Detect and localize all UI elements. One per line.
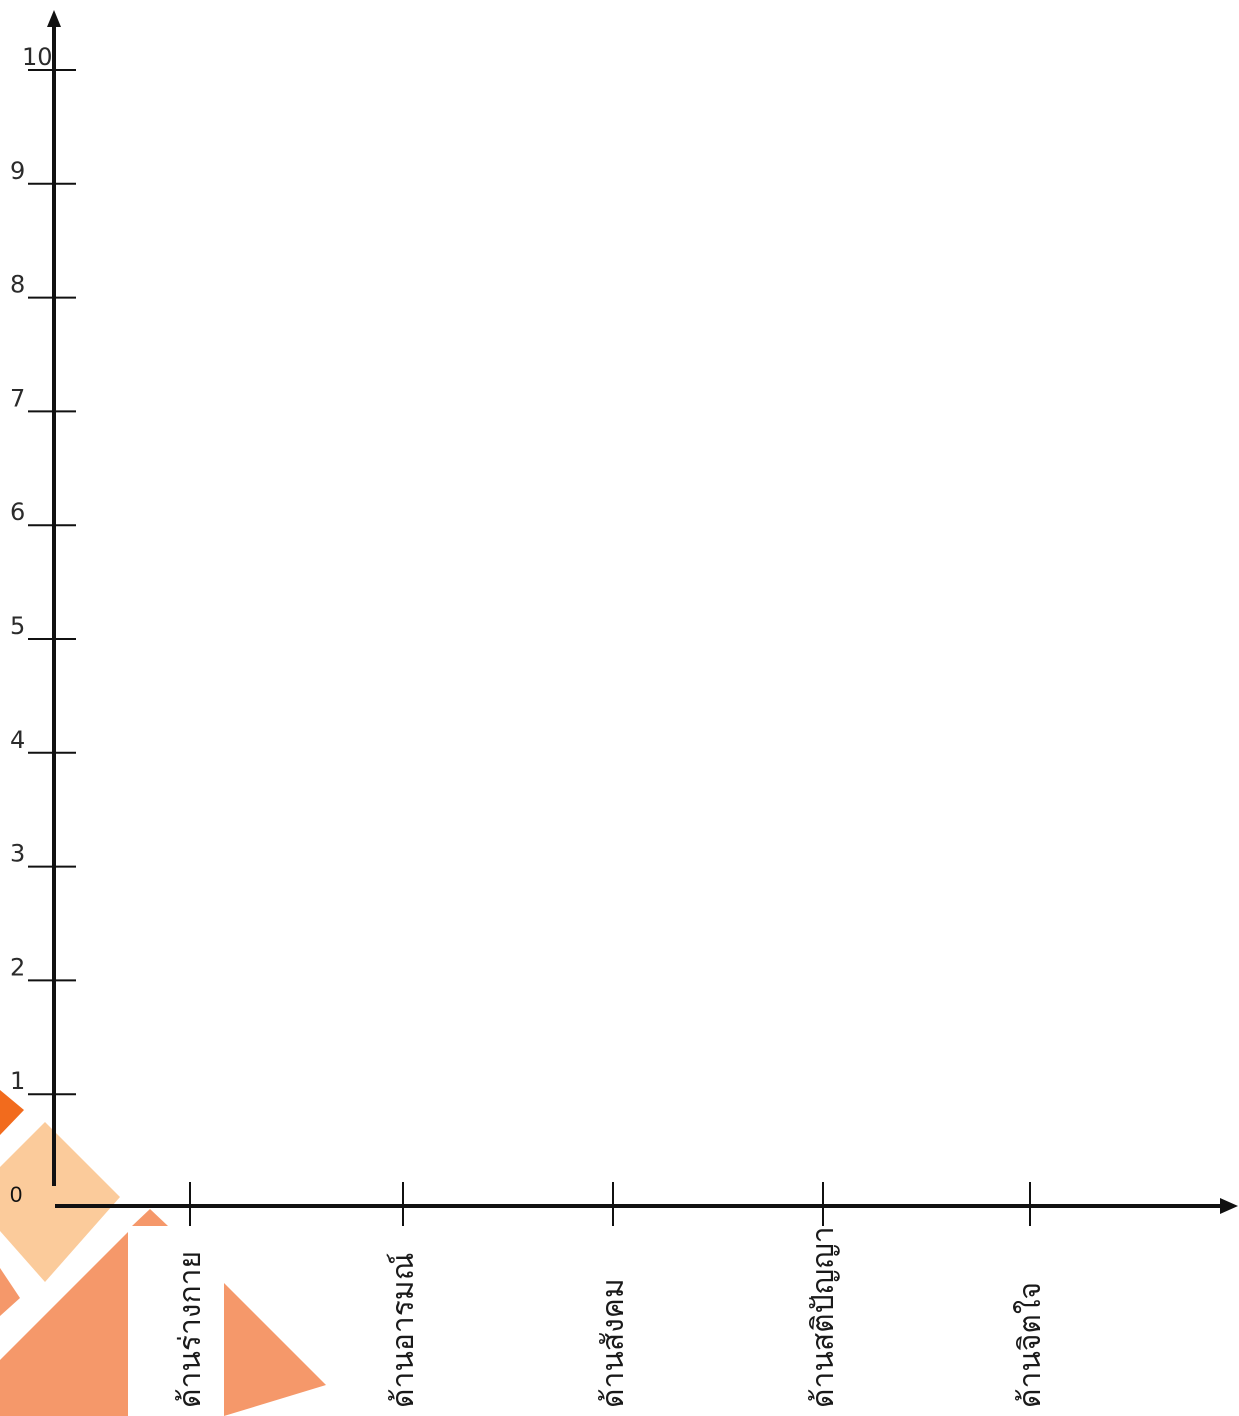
deco-dark-triangle <box>0 1090 24 1135</box>
y-tick-label: 2 <box>10 953 25 981</box>
y-tick-label: 4 <box>10 726 25 754</box>
x-axis-arrow-icon <box>1220 1198 1238 1214</box>
y-ticks: 10 9 8 7 6 5 4 3 2 1 <box>10 43 76 1096</box>
origin-label: 0 <box>10 1182 22 1207</box>
deco-left-triangle <box>0 1268 20 1316</box>
decorative-shapes <box>0 1090 326 1416</box>
deco-large-triangle <box>0 1232 128 1416</box>
y-axis-arrow-icon <box>47 10 61 27</box>
y-tick-label: 1 <box>10 1067 25 1095</box>
deco-light-diamond <box>0 1122 120 1282</box>
y-tick-label: 10 <box>22 43 53 71</box>
y-tick-label: 8 <box>10 271 25 299</box>
axes <box>47 10 1238 1214</box>
x-category-label: ด้านร่างกาย <box>173 1251 208 1408</box>
x-ticks: ด้านร่างกาย ด้านอารมณ์ ด้านสังคม ด้านสติปัญ… <box>173 1182 1048 1408</box>
y-tick-label: 3 <box>10 840 25 868</box>
y-tick-label: 6 <box>10 498 25 526</box>
x-category-label: ด้านสังคม <box>596 1278 631 1408</box>
y-tick-label: 9 <box>10 157 25 185</box>
x-category-label: ด้านสติปัญญา <box>806 1226 841 1408</box>
y-tick-label: 5 <box>10 612 25 640</box>
deco-small-triangle <box>132 1209 168 1226</box>
deco-right-triangle <box>224 1283 326 1416</box>
x-category-label: ด้านอารมณ์ <box>386 1253 421 1408</box>
x-category-label: ด้านจิตใจ <box>1013 1282 1048 1408</box>
y-tick-label: 7 <box>10 384 25 412</box>
